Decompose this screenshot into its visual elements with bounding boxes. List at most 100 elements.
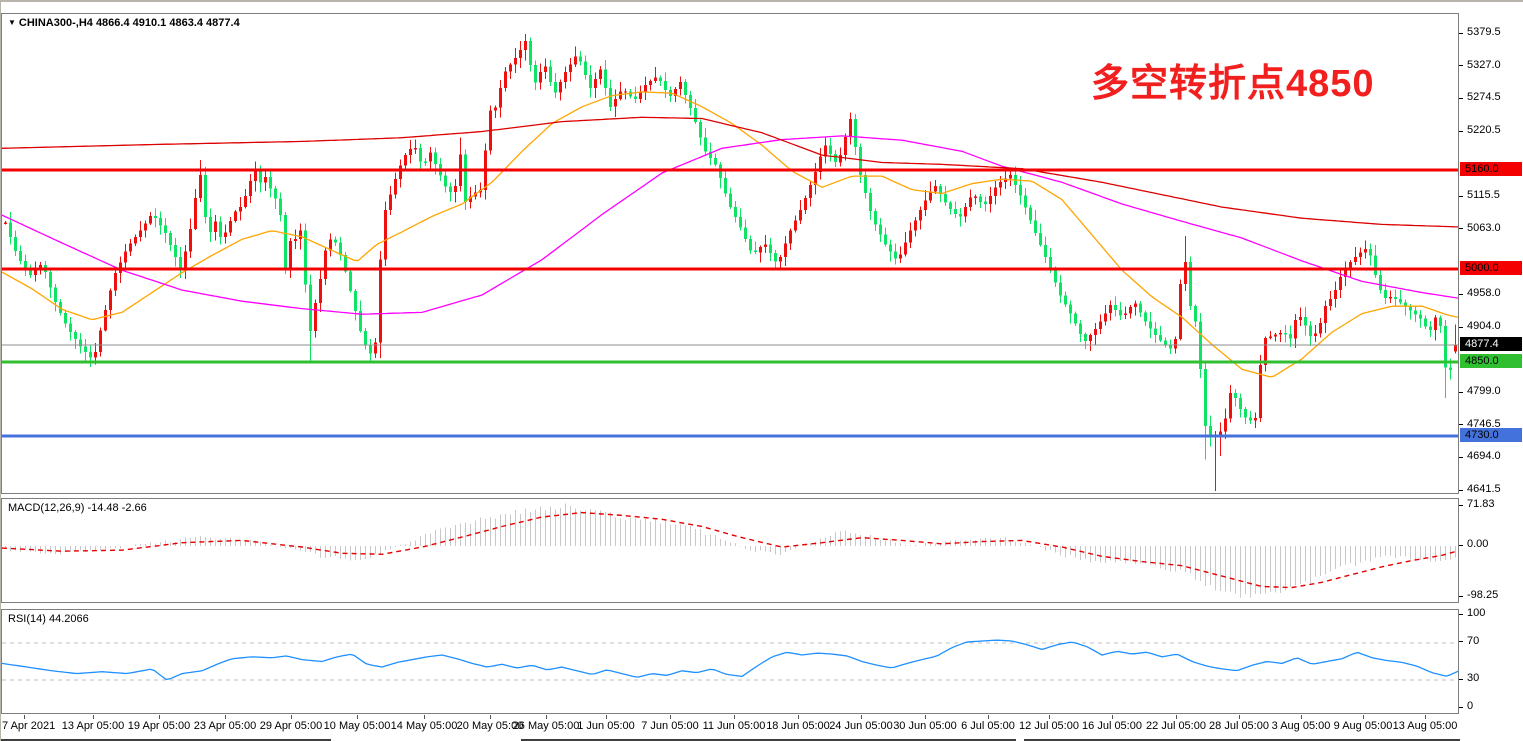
price-tick-label: 4746.5: [1467, 417, 1501, 430]
horizontal-scrollbar-segment[interactable]: [1024, 739, 1460, 741]
time-axis[interactable]: 7 Apr 2021 13 Apr 05:00 19 Apr 05:00 23 Apr…: [1, 715, 1459, 734]
rsi-tick-label: 30: [1467, 672, 1480, 685]
price-tick-mark: [1459, 293, 1463, 295]
rsi-chart[interactable]: [2, 610, 1458, 713]
date-tick-label: 6 Jul 05:00: [961, 720, 1015, 732]
price-tick-label: 4641.5: [1467, 483, 1501, 495]
date-tick-mark: [291, 715, 292, 719]
price-tick-label: 5220.5: [1467, 124, 1501, 137]
date-tick-mark: [925, 715, 926, 719]
price-tick-mark: [1459, 326, 1463, 328]
current-price-label: 4877.4: [1460, 336, 1522, 351]
date-tick-mark: [1363, 715, 1364, 719]
price-tick-mark: [1459, 424, 1463, 426]
level-price-label: 5160.0: [1460, 161, 1522, 176]
price-tick-mark: [1459, 130, 1463, 132]
price-axis[interactable]: 5379.5 5327.0 5274.5 5220.5 5115.5 5063.0 4958…: [1459, 2, 1523, 716]
date-tick-label: 18 Jun 05:00: [766, 720, 830, 732]
rsi-tick-label: 100: [1467, 607, 1486, 619]
date-tick-label: 13 Aug 05:00: [1392, 720, 1458, 732]
macd-pane[interactable]: [1, 498, 1459, 603]
chart-title: ▼ CHINA300-,H4 4866.4 4910.1 4863.4 4877.…: [8, 17, 240, 29]
date-tick-label: 11 Jun 05:00: [702, 720, 766, 732]
macd-chart[interactable]: [2, 499, 1458, 602]
price-tick-mark: [1459, 32, 1463, 34]
date-tick-label: 26 May 05:00: [512, 720, 580, 732]
price-tick-label: 5063.0: [1467, 221, 1501, 234]
macd-tick-mark: [1459, 544, 1463, 546]
price-pane[interactable]: [1, 13, 1459, 494]
macd-tick-label: -98.25: [1467, 589, 1499, 601]
price-tick-mark: [1459, 97, 1463, 99]
level-price-label: 4850.0: [1460, 353, 1522, 368]
annotation-text[interactable]: 多空转折点4850: [1091, 63, 1375, 105]
macd-tick-mark: [1459, 504, 1463, 506]
date-tick-mark: [606, 715, 607, 719]
price-tick-label: 4904.0: [1467, 320, 1501, 333]
date-tick-label: 23 Apr 05:00: [193, 720, 257, 732]
date-tick-mark: [734, 715, 735, 719]
rsi-tick-label: 0: [1467, 700, 1474, 712]
horizontal-scrollbar-segment[interactable]: [1, 739, 331, 741]
date-tick-mark: [1049, 715, 1050, 719]
price-tick-mark: [1459, 228, 1463, 230]
price-tick-mark: [1459, 195, 1463, 197]
price-tick-label: 5327.0: [1467, 58, 1501, 71]
level-price-label: 5000.0: [1460, 261, 1522, 275]
price-tick-label: 5115.5: [1467, 189, 1500, 202]
price-tick-mark: [1459, 489, 1463, 491]
date-tick-label: 30 Jun 05:00: [893, 720, 957, 732]
date-tick-mark: [24, 715, 25, 719]
date-tick-label: 3 Aug 05:00: [1271, 720, 1331, 732]
rsi-tick-mark: [1459, 613, 1463, 615]
date-tick-mark: [490, 715, 491, 719]
rsi-tick-mark: [1459, 706, 1463, 708]
price-tick-mark: [1459, 65, 1463, 66]
rsi-readout: RSI(14) 44.2066: [8, 613, 89, 625]
macd-tick-label: 71.83: [1467, 498, 1495, 510]
candlestick-chart[interactable]: [2, 14, 1458, 493]
date-tick-mark: [424, 715, 425, 719]
date-tick-mark: [225, 715, 226, 719]
date-tick-mark: [861, 715, 862, 719]
collapse-triangle-icon[interactable]: ▼: [8, 18, 16, 27]
horizontal-scrollbar-segment[interactable]: [521, 739, 1016, 741]
rsi-tick-mark: [1459, 641, 1463, 643]
date-tick-mark: [1301, 715, 1302, 719]
date-tick-label: 16 Jul 05:00: [1082, 720, 1142, 732]
date-tick-mark: [798, 715, 799, 719]
price-tick-label: 4799.0: [1467, 385, 1501, 398]
rsi-tick-label: 70: [1467, 634, 1480, 647]
date-tick-label: 9 Aug 05:00: [1333, 720, 1393, 732]
date-tick-label: 20 May 05:00: [456, 720, 524, 732]
rsi-tick-mark: [1459, 678, 1463, 680]
date-tick-label: 24 Jun 05:00: [829, 720, 893, 732]
date-tick-mark: [1239, 715, 1240, 719]
macd-tick-label: 0.00: [1467, 538, 1489, 550]
date-tick-label: 7 Apr 2021: [2, 720, 56, 732]
date-tick-mark: [546, 715, 547, 719]
macd-tick-mark: [1459, 595, 1463, 597]
date-tick-label: 10 May 05:00: [323, 720, 391, 732]
date-tick-label: 19 Apr 05:00: [127, 720, 191, 732]
date-tick-mark: [1176, 715, 1177, 719]
date-tick-mark: [1425, 715, 1426, 719]
price-tick-label: 5274.5: [1467, 91, 1501, 104]
price-tick-label: 5379.5: [1467, 26, 1501, 38]
date-tick-mark: [357, 715, 358, 719]
macd-readout: MACD(12,26,9) -14.48 -2.66: [8, 502, 147, 514]
date-tick-label: 29 Apr 05:00: [259, 720, 323, 732]
date-tick-label: 22 Jul 05:00: [1146, 720, 1206, 732]
level-price-label: 4730.0: [1460, 428, 1522, 443]
price-tick-label: 4958.0: [1467, 287, 1501, 299]
symbol-ohlc-readout: CHINA300-,H4 4866.4 4910.1 4863.4 4877.4: [18, 17, 240, 29]
date-tick-label: 12 Jul 05:00: [1019, 720, 1079, 732]
date-tick-label: 7 Jun 05:00: [641, 720, 699, 732]
date-tick-mark: [1112, 715, 1113, 719]
rsi-pane[interactable]: [1, 609, 1459, 714]
price-tick-mark: [1459, 391, 1463, 393]
date-tick-label: 28 Jul 05:00: [1209, 720, 1269, 732]
date-tick-mark: [988, 715, 989, 719]
date-tick-mark: [93, 715, 94, 719]
